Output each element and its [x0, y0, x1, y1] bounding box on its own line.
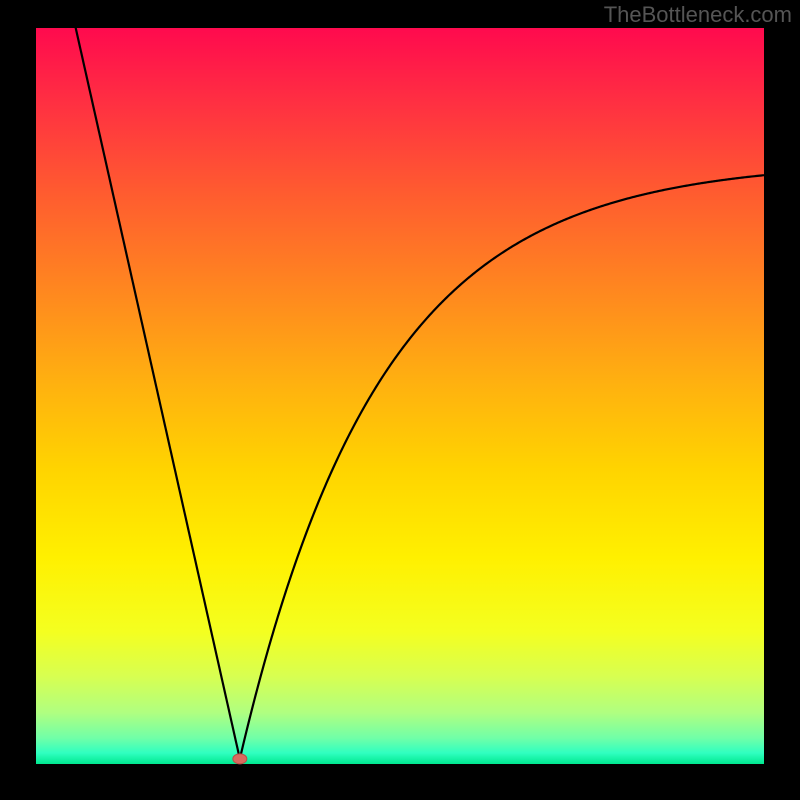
chart-background — [36, 28, 764, 764]
watermark-text: TheBottleneck.com — [604, 2, 792, 28]
chart-svg — [0, 0, 800, 800]
minimum-marker — [233, 754, 247, 764]
chart-container: TheBottleneck.com — [0, 0, 800, 800]
